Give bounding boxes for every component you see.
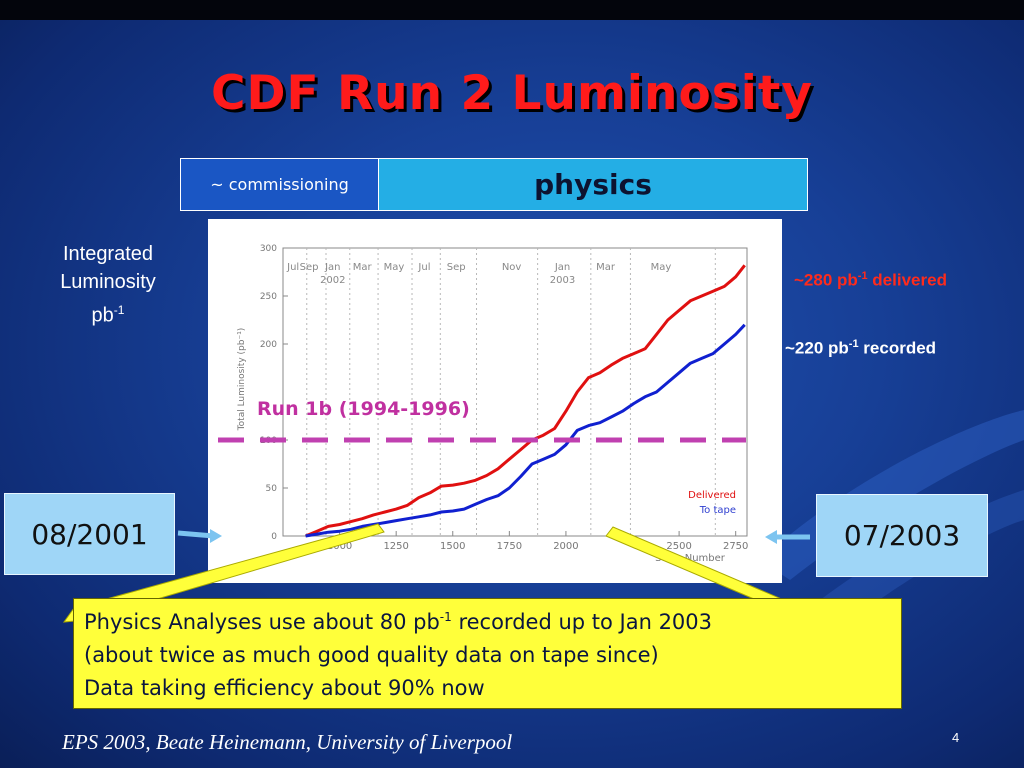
time-label: Sep (300, 262, 319, 273)
legend-delivered: Delivered (688, 490, 736, 501)
time-label: Jul (417, 262, 430, 273)
delivered-exp: -1 (857, 270, 868, 282)
recorded-annotation: ~220 pb-1 recorded (785, 338, 936, 359)
time-label: Mar (353, 262, 373, 273)
note-line1-a: Physics Analyses use about 80 pb (84, 610, 440, 634)
x-tick-label: 2750 (723, 541, 748, 552)
time-label: Jul (286, 262, 299, 273)
delivered-prefix: ~280 pb (794, 270, 858, 290)
plot-frame (282, 247, 748, 537)
y-axis-label: Total Luminosity (pb⁻¹) (237, 328, 247, 432)
time-label: Sep (447, 262, 466, 273)
delivered-suffix: delivered (867, 270, 947, 290)
commissioning-phase: ~ commissioning (181, 159, 379, 210)
time-label-year: 2003 (550, 275, 575, 286)
note-line-3: Data taking efficiency about 90% now (84, 676, 485, 700)
x-tick-label: 2000 (553, 541, 578, 552)
physics-analyses-note: Physics Analyses use about 80 pb-1 recor… (73, 598, 902, 709)
note-line1-exp: -1 (439, 610, 452, 624)
x-axis-label: Store Number (655, 553, 726, 564)
time-label: Jan (554, 262, 570, 273)
note-line-2: (about twice as much good quality data o… (84, 643, 659, 667)
top-bar (0, 0, 1024, 20)
slide-title: CDF Run 2 Luminosity (211, 66, 813, 121)
time-label: May (651, 262, 672, 273)
physics-phase: physics (379, 159, 807, 210)
phase-bar: ~ commissioning physics (180, 158, 808, 211)
x-tick-label: 1250 (383, 541, 408, 552)
start-date-box: 08/2001 (4, 493, 175, 575)
delivered-series-line (305, 264, 746, 538)
page-number: 4 (952, 730, 960, 745)
note-line-1: Physics Analyses use about 80 pb-1 recor… (84, 601, 901, 639)
recorded-prefix: ~220 pb (785, 338, 849, 358)
y-tick-label: 0 (271, 532, 277, 542)
integrated-luminosity-label: Integrated Luminosity pb-1 (38, 240, 178, 330)
delivered-annotation: ~280 pb-1 delivered (794, 270, 947, 291)
y-tick-label: 300 (260, 244, 277, 254)
footer-credit: EPS 2003, Beate Heinemann, University of… (62, 730, 513, 754)
left-label-line2: Luminosity (60, 271, 156, 293)
y-tick-label: 100 (260, 436, 277, 446)
left-label-unit: pb-1 (38, 296, 178, 330)
y-tick-label: 50 (266, 484, 278, 494)
x-tick-label: 1500 (440, 541, 465, 552)
time-label: May (384, 262, 405, 273)
time-label-year: 2002 (320, 275, 345, 286)
left-label-unit-exp: -1 (113, 303, 125, 317)
left-label-line1: Integrated (62, 243, 154, 265)
x-tick-label: 1000 (327, 541, 352, 552)
y-tick-label: 250 (260, 292, 277, 302)
x-tick-label: 2500 (666, 541, 691, 552)
y-tick-label: 200 (260, 340, 277, 350)
chart-panel: 0 50 100 200 250 300 1000 1250 1500 1750 2000 2500 2… (208, 219, 782, 583)
recorded-exp: -1 (848, 338, 859, 350)
end-date-box: 07/2003 (816, 494, 988, 577)
time-label: Jan (324, 262, 340, 273)
x-tick-label: 1750 (497, 541, 522, 552)
luminosity-chart: 0 50 100 200 250 300 1000 1250 1500 1750 2000 2500 2… (237, 244, 748, 564)
note-line1-b: recorded up to Jan 2003 (451, 610, 713, 634)
time-label: Nov (502, 262, 522, 273)
time-label: Mar (596, 262, 616, 273)
legend-to-tape: To tape (699, 505, 736, 516)
recorded-suffix: recorded (858, 338, 937, 358)
to-tape-series-line (305, 323, 746, 538)
left-label-unit-base: pb (91, 304, 114, 327)
